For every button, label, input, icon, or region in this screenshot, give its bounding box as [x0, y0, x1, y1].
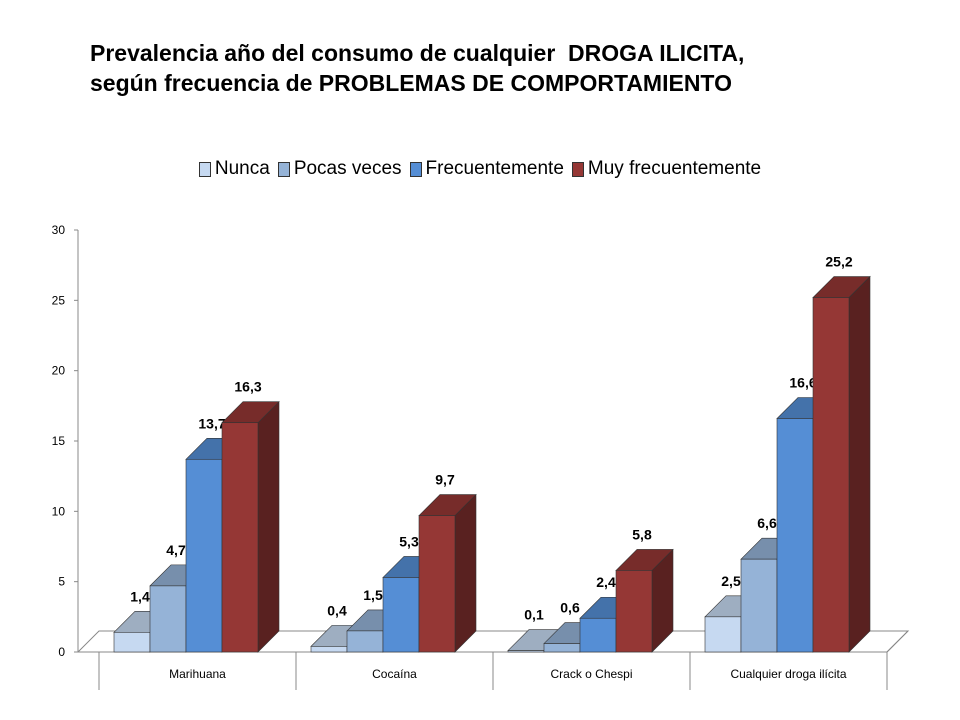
bar	[543, 643, 581, 653]
bar	[382, 577, 420, 653]
legend-label-nunca: Nunca	[214, 158, 270, 179]
legend-item-nunca: Nunca	[198, 158, 270, 180]
y-tick-label: 0	[58, 645, 65, 659]
data-label: 0,4	[327, 602, 347, 618]
bar	[418, 515, 456, 653]
y-tick-label: 20	[52, 364, 66, 378]
data-label: 5,8	[632, 526, 652, 542]
bar	[113, 632, 151, 653]
data-label: 9,7	[435, 472, 455, 488]
data-label: 4,7	[166, 542, 186, 558]
legend-swatch-pocas-veces	[277, 161, 290, 177]
bar	[185, 458, 223, 653]
data-label: 0,1	[524, 607, 544, 623]
bar	[149, 585, 187, 653]
y-tick-label: 25	[52, 293, 66, 307]
y-tick-label: 15	[52, 434, 66, 448]
data-label: 1,4	[130, 588, 150, 604]
legend-item-muy-frecuentemente: Muy frecuentemente	[571, 158, 762, 180]
legend-swatch-muy-frecuentemente	[571, 161, 584, 177]
bar	[346, 630, 384, 653]
legend-item-frecuentemente: Frecuentemente	[409, 158, 564, 180]
legend-item-pocas-veces: Pocas veces	[277, 158, 402, 180]
legend-label-pocas-veces: Pocas veces	[293, 158, 402, 179]
floor-edge	[886, 630, 909, 653]
data-label: 5,3	[399, 533, 419, 549]
data-label: 25,2	[825, 254, 852, 270]
bar	[507, 650, 545, 653]
data-label: 13,7	[198, 415, 225, 431]
bar	[812, 297, 850, 653]
bar-side	[257, 400, 280, 653]
legend-swatch-nunca	[198, 161, 211, 177]
data-label: 2,4	[596, 574, 616, 590]
legend-swatch-frecuentemente	[409, 161, 422, 177]
data-label: 16,3	[234, 379, 261, 395]
chart-title-line-1: Prevalencia año del consumo de cualquier…	[90, 40, 745, 66]
chart-legend: Nunca Pocas veces Frecuentemente Muy fre…	[0, 158, 960, 180]
chart-title-line-2: según frecuencia de PROBLEMAS DE COMPORT…	[90, 70, 732, 96]
bar	[776, 418, 814, 653]
bar-side	[454, 493, 477, 653]
data-label: 6,6	[757, 515, 777, 531]
bar	[740, 558, 778, 653]
bar	[615, 570, 653, 653]
bar-side	[848, 275, 871, 653]
legend-label-muy-frecuentemente: Muy frecuentemente	[587, 158, 762, 179]
x-category-label: Marihuana	[169, 667, 226, 681]
x-category-label: Cocaína	[372, 667, 417, 681]
bar	[221, 422, 259, 653]
data-label: 1,5	[363, 587, 383, 603]
y-tick-label: 5	[58, 575, 65, 589]
x-category-label: Cualquier droga ilícita	[730, 667, 846, 681]
y-tick-label: 30	[52, 223, 66, 237]
bar	[310, 646, 348, 653]
data-label: 2,5	[721, 573, 741, 589]
data-label: 0,6	[560, 600, 580, 616]
legend-label-frecuentemente: Frecuentemente	[425, 158, 564, 179]
chart-title: Prevalencia año del consumo de cualquier…	[90, 38, 910, 98]
data-label: 16,6	[789, 374, 816, 390]
bar	[579, 617, 617, 653]
x-category-label: Crack o Chespi	[550, 667, 632, 681]
y-tick-label: 10	[52, 504, 66, 518]
bar	[704, 616, 742, 653]
